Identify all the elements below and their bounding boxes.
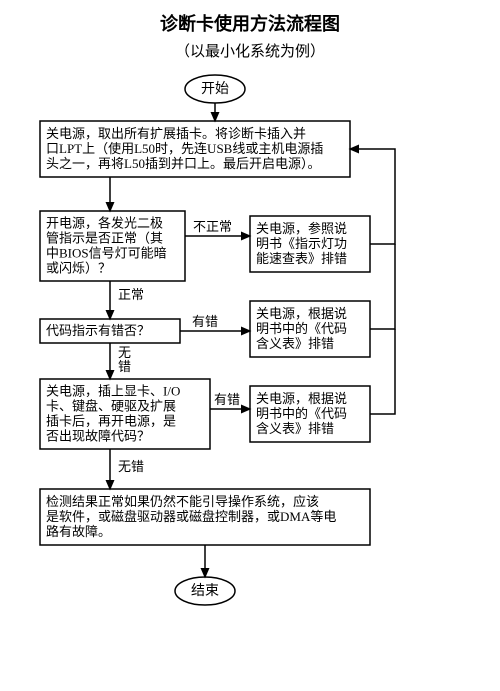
label-normal: 正常 bbox=[118, 287, 144, 302]
page-subtitle: （以最小化系统为例） bbox=[0, 40, 500, 61]
label-haserr1: 有错 bbox=[192, 314, 218, 329]
step-conclusion-text: 路有故障。 bbox=[46, 524, 111, 539]
step-conclusion-text: 是软件，或磁盘驱动器或磁盘控制器，或DMA等电 bbox=[46, 509, 336, 524]
action-code-lookup-1-text: 明书中的《代码 bbox=[256, 321, 347, 336]
decision-cards-text: 关电源，插上显卡、I/O bbox=[46, 384, 180, 399]
decision-led-text: 或闪烁）？ bbox=[46, 261, 111, 276]
action-code-lookup-2-text: 含义表》排错 bbox=[256, 421, 334, 436]
decision-cards-text: 否出现故障代码？ bbox=[46, 429, 150, 444]
step-conclusion-text: 检测结果正常如果仍然不能引导操作系统，应该 bbox=[46, 494, 319, 509]
action-code-lookup-2-text: 明书中的《代码 bbox=[256, 406, 347, 421]
decision-code-text: 代码指示有错否？ bbox=[46, 323, 150, 338]
end-terminal-text: 结束 bbox=[191, 583, 219, 599]
step-power-off-text: 口LPT上（使用L50时，先连USB线或主机电源插 bbox=[46, 141, 323, 156]
action-code-lookup-1-text: 关电源，根据说 bbox=[256, 306, 347, 321]
decision-led-text: 管指示是否正常（其 bbox=[46, 231, 163, 246]
label-abnormal: 不正常 bbox=[193, 219, 232, 234]
label-noerr1a: 无 bbox=[118, 345, 131, 360]
feedback-d2r bbox=[370, 244, 395, 329]
decision-cards-text: 插卡后，再开电源，是 bbox=[46, 414, 176, 429]
action-led-lookup-text: 明书《指示灯功 bbox=[256, 236, 347, 251]
feedback-d3r bbox=[370, 329, 395, 414]
label-noerr1b: 错 bbox=[118, 359, 131, 374]
feedback-d1r bbox=[370, 152, 395, 244]
page-title: 诊断卡使用方法流程图 bbox=[0, 10, 500, 36]
action-code-lookup-2-text: 关电源，根据说 bbox=[256, 391, 347, 406]
action-led-lookup-text: 能速查表》排错 bbox=[256, 251, 347, 266]
decision-cards-text: 卡、键盘、硬驱及扩展 bbox=[46, 399, 176, 414]
decision-led-text: 中BIOS信号灯可能暗 bbox=[46, 246, 167, 261]
label-haserr2: 有错 bbox=[214, 392, 240, 407]
label-noerr2: 无错 bbox=[118, 459, 144, 474]
flowchart: 开始关电源，取出所有扩展插卡。将诊断卡插入并口LPT上（使用L50时，先连USB… bbox=[0, 71, 500, 691]
action-led-lookup-text: 关电源，参照说 bbox=[256, 221, 347, 236]
step-power-off-text: 关电源，取出所有扩展插卡。将诊断卡插入并 bbox=[46, 126, 306, 141]
start-terminal-text: 开始 bbox=[201, 81, 229, 97]
step-power-off-text: 头之一，再将L50插到并口上。最后开启电源）。 bbox=[46, 156, 320, 171]
action-code-lookup-1-text: 含义表》排错 bbox=[256, 336, 334, 351]
decision-led-text: 开电源，各发光二极 bbox=[46, 216, 163, 231]
feedback-into-s1 bbox=[350, 149, 395, 152]
